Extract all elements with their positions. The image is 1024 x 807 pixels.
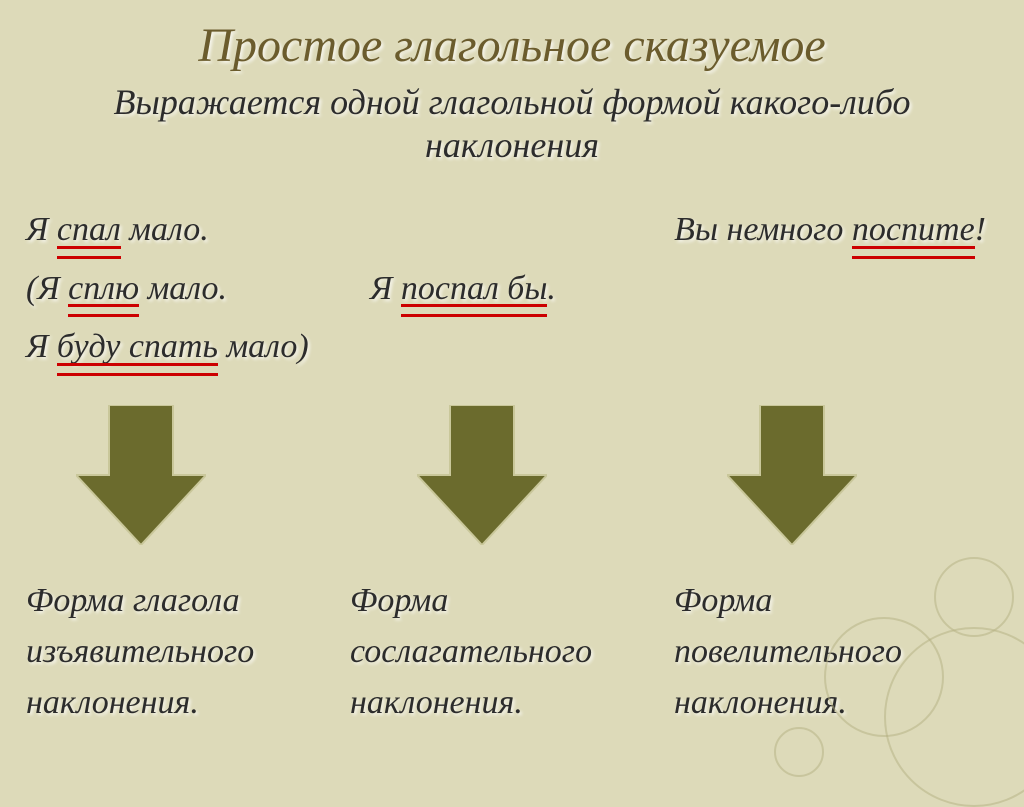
subtitle-line-2: наклонения [425,125,599,165]
arrow-right [667,405,998,545]
arrow-left [26,405,347,545]
underlined-word: спал [57,203,121,257]
underlined-word: поспите [852,203,975,257]
underlined-word: буду спать [57,320,218,374]
underlined-word: сплю [68,262,139,316]
down-arrow-icon [76,405,206,545]
down-arrow-icon [417,405,547,545]
caption-left: Форма глагола изъявительного наклонения. [26,575,350,728]
example-center-2: Я поспал бы. [350,262,674,316]
bg-circle [774,727,824,777]
bg-circle [824,617,944,737]
subtitle-line-1: Выражается одной глагольной формой каког… [113,82,910,122]
caption-center: Форма сослагательного наклонения. [350,575,674,728]
slide-title: Простое глагольное сказуемое [0,0,1024,73]
example-left-1: Я спал мало. [26,203,350,257]
down-arrow-icon [727,405,857,545]
underlined-word: поспал бы [401,262,548,316]
example-left-3: Я буду спать мало) [26,320,350,374]
bg-circle [934,557,1014,637]
arrow-center [347,405,668,545]
example-left-2: (Я сплю мало. [26,262,350,316]
example-right-1: Вы немного поспите! [674,203,998,257]
slide-subtitle: Выражается одной глагольной формой каког… [0,81,1024,167]
